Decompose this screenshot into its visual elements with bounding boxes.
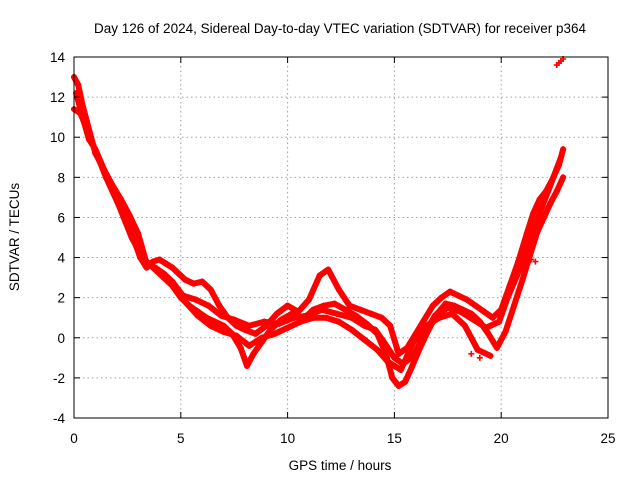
point-cluster xyxy=(504,274,520,301)
data-point xyxy=(560,146,567,153)
point-cluster xyxy=(335,286,353,309)
point-cluster xyxy=(538,182,554,211)
point-cluster xyxy=(523,210,537,237)
point-cluster xyxy=(117,196,133,219)
point-cluster xyxy=(493,328,509,351)
chart-title: Day 126 of 2024, Sidereal Day-to-day VTE… xyxy=(94,21,586,36)
y-tick-label: 6 xyxy=(57,210,65,225)
x-axis-ticks: 0 5 10 15 20 25 xyxy=(70,57,616,446)
y-tick-label: 0 xyxy=(57,331,65,346)
point-cluster xyxy=(530,204,545,235)
point-cluster xyxy=(410,330,428,359)
x-tick-label: 20 xyxy=(494,431,509,446)
point-cluster xyxy=(553,174,567,195)
point-cluster xyxy=(513,254,528,281)
point-cluster xyxy=(474,346,494,359)
point-cluster xyxy=(325,266,342,293)
data-points xyxy=(71,56,567,389)
data-point xyxy=(528,256,535,263)
point-cluster xyxy=(126,212,142,237)
y-tick-label: -4 xyxy=(53,411,65,426)
y-tick-label: 4 xyxy=(57,251,65,266)
plot-frame xyxy=(73,56,609,419)
point-cluster xyxy=(547,154,565,189)
series-outliers xyxy=(468,56,567,361)
x-axis-label: GPS time / hours xyxy=(289,458,392,473)
data-point xyxy=(476,354,483,361)
point-cluster xyxy=(92,146,107,173)
x-tick-label: 10 xyxy=(280,431,295,446)
point-cluster xyxy=(135,230,150,267)
y-axis-label: SDTVAR / TECUs xyxy=(7,183,22,292)
x-tick-label: 25 xyxy=(600,431,615,446)
point-cluster xyxy=(528,228,541,255)
y-axis-ticks: -4 -2 0 2 4 6 8 10 12 14 xyxy=(50,50,608,426)
point-cluster xyxy=(515,230,530,265)
y-tick-label: 8 xyxy=(57,170,65,185)
point-cluster xyxy=(380,338,398,361)
point-cluster xyxy=(207,286,223,309)
x-tick-label: 15 xyxy=(387,431,402,446)
x-tick-label: 0 xyxy=(70,431,78,446)
series-track-b xyxy=(71,106,567,389)
point-cluster xyxy=(521,228,537,261)
series-track-c xyxy=(73,90,565,367)
series-track-a xyxy=(71,74,567,357)
point-cluster xyxy=(305,272,323,303)
x-tick-label: 5 xyxy=(177,431,185,446)
point-cluster xyxy=(511,276,526,309)
point-cluster xyxy=(461,322,481,353)
point-cluster xyxy=(397,338,417,373)
y-tick-label: 12 xyxy=(50,90,65,105)
point-cluster xyxy=(182,298,201,319)
y-tick-label: 14 xyxy=(50,50,66,65)
point-cluster xyxy=(79,114,92,143)
series-track-d xyxy=(182,298,494,373)
data-point xyxy=(468,350,475,357)
data-point xyxy=(487,352,494,359)
data-point xyxy=(532,258,539,265)
point-cluster xyxy=(75,82,86,109)
point-cluster xyxy=(410,322,430,345)
point-cluster xyxy=(519,248,535,283)
data-point xyxy=(560,174,567,181)
data-point xyxy=(558,154,565,161)
y-tick-label: 10 xyxy=(50,130,65,145)
point-cluster xyxy=(387,322,402,357)
point-cluster xyxy=(502,302,518,335)
y-tick-label: -2 xyxy=(53,371,65,386)
point-cluster xyxy=(496,294,511,325)
y-tick-label: 2 xyxy=(57,291,65,306)
point-cluster xyxy=(100,166,116,189)
point-cluster xyxy=(506,258,522,289)
